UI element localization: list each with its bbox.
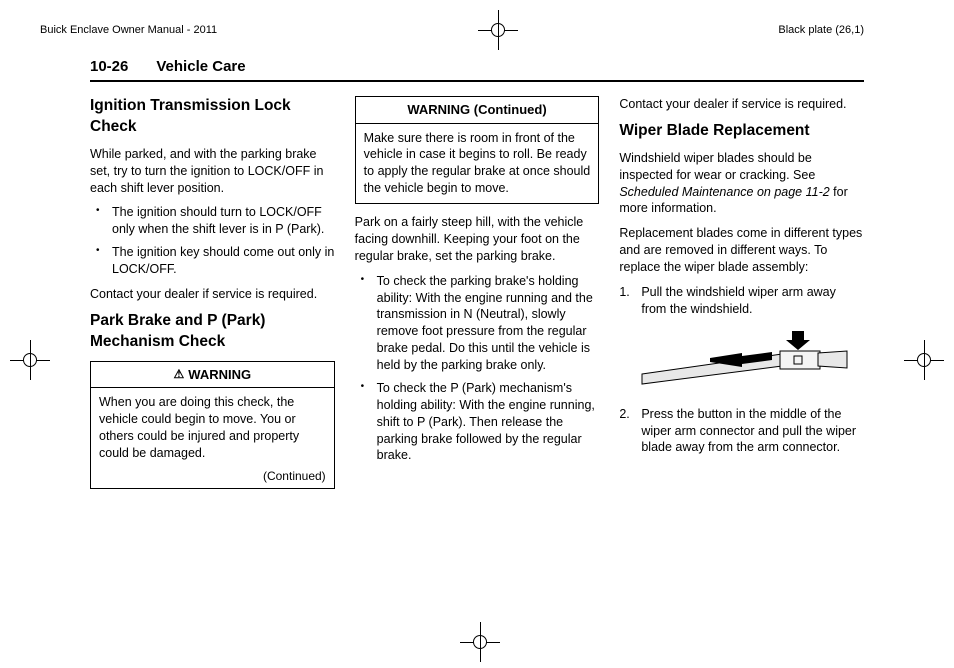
crop-mark-right	[904, 340, 944, 380]
list-item: To check the parking brake's holding abi…	[355, 273, 600, 374]
list-item: 2. Press the button in the middle of the…	[619, 406, 864, 457]
paragraph: While parked, and with the parking brake…	[90, 146, 335, 197]
warning-box-continued: WARNING (Continued) Make sure there is r…	[355, 96, 600, 204]
warning-body: When you are doing this check, the vehic…	[91, 388, 334, 468]
warning-continued-label: WARNING (Continued)	[407, 101, 546, 119]
warning-header-continued: WARNING (Continued)	[356, 97, 599, 124]
warning-label: WARNING	[188, 366, 251, 384]
paragraph: Contact your dealer if service is requir…	[90, 286, 335, 303]
continued-label: (Continued)	[91, 468, 334, 488]
plate-info: Black plate (26,1)	[778, 24, 864, 36]
warning-triangle-icon: ⚠	[174, 366, 185, 382]
page-number: 10-26	[90, 58, 128, 75]
list-item: To check the P (Park) mechanism's holdin…	[355, 380, 600, 464]
numbered-list: 1. Pull the windshield wiper arm away fr…	[619, 284, 864, 318]
page-header: 10-26 Vehicle Care	[90, 58, 864, 82]
warning-header: ⚠ WARNING	[91, 362, 334, 389]
print-header: Buick Enclave Owner Manual - 2011 Black …	[0, 0, 954, 50]
warning-box: ⚠ WARNING When you are doing this check,…	[90, 361, 335, 489]
crop-mark-left	[10, 340, 50, 380]
heading-wiper-blade: Wiper Blade Replacement	[619, 121, 864, 142]
column-3: Contact your dealer if service is requir…	[619, 96, 864, 499]
heading-park-brake: Park Brake and P (Park) Mechanism Check	[90, 311, 335, 353]
crop-mark-top	[478, 10, 518, 50]
column-2: WARNING (Continued) Make sure there is r…	[355, 96, 600, 499]
page-content: 10-26 Vehicle Care Ignition Transmission …	[0, 50, 954, 499]
column-1: Ignition Transmission Lock Check While p…	[90, 96, 335, 499]
list-item: The ignition should turn to LOCK/OFF onl…	[90, 204, 335, 238]
warning-body-continued: Make sure there is room in front of the …	[356, 124, 599, 204]
list-item: 1. Pull the windshield wiper arm away fr…	[619, 284, 864, 318]
crop-mark-bottom	[460, 622, 500, 662]
list-item: The ignition key should come out only in…	[90, 244, 335, 278]
wiper-blade-illustration	[632, 326, 852, 396]
paragraph: Windshield wiper blades should be inspec…	[619, 150, 864, 218]
paragraph: Replacement blades come in different typ…	[619, 225, 864, 276]
section-title: Vehicle Care	[156, 58, 245, 75]
manual-title: Buick Enclave Owner Manual - 2011	[40, 24, 217, 36]
bullet-list: The ignition should turn to LOCK/OFF onl…	[90, 204, 335, 278]
paragraph: Park on a fairly steep hill, with the ve…	[355, 214, 600, 265]
bullet-list: To check the parking brake's holding abi…	[355, 273, 600, 465]
columns-container: Ignition Transmission Lock Check While p…	[90, 96, 864, 499]
heading-ignition-lock: Ignition Transmission Lock Check	[90, 96, 335, 138]
cross-reference: Scheduled Maintenance on page 11-2	[619, 185, 829, 199]
numbered-list: 2. Press the button in the middle of the…	[619, 406, 864, 457]
paragraph: Contact your dealer if service is requir…	[619, 96, 864, 113]
